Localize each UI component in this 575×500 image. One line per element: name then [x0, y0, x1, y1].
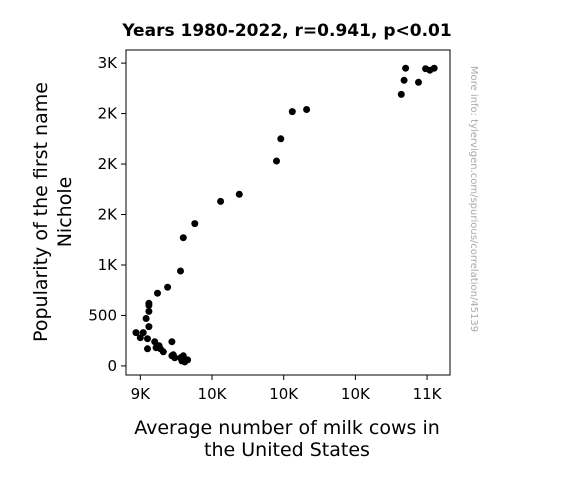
- x-tick-label: 9K: [131, 385, 152, 403]
- data-point: [154, 289, 161, 297]
- data-point: [132, 329, 140, 337]
- data-point: [171, 354, 179, 362]
- data-point: [177, 267, 184, 275]
- data-point: [168, 338, 176, 346]
- data-point: [191, 220, 199, 228]
- x-axis-ticks: 9K 10K 10K 10K 11K: [131, 375, 443, 403]
- data-point: [144, 335, 151, 343]
- y-axis-ticks: 0 500 1K 2K 2K 2K 3K: [88, 54, 126, 375]
- data-points: [132, 64, 438, 366]
- data-point: [145, 323, 153, 331]
- y-tick-label: 2K: [98, 155, 119, 173]
- y-axis-label-line-2: Nichole: [54, 177, 76, 248]
- data-point: [288, 108, 296, 116]
- y-axis-label-line-1: Popularity of the first name: [30, 82, 52, 342]
- data-point: [177, 354, 184, 362]
- data-point: [273, 157, 280, 165]
- data-point: [277, 135, 285, 143]
- y-tick-label: 1K: [98, 256, 119, 274]
- y-tick-label: 2K: [98, 206, 119, 224]
- data-point: [144, 345, 151, 353]
- data-point: [145, 307, 153, 315]
- data-point: [164, 283, 172, 291]
- x-tick-label: 11K: [413, 385, 443, 403]
- x-tick-label: 10K: [341, 385, 371, 403]
- data-point: [426, 66, 434, 74]
- x-axis-label-line-2: the United States: [204, 439, 370, 461]
- watermark-text: More info: tylervigen.com/spurious/corre…: [468, 66, 479, 332]
- y-tick-label: 3K: [98, 54, 119, 72]
- data-point: [397, 90, 405, 98]
- data-point: [139, 329, 147, 337]
- data-point: [303, 106, 311, 113]
- data-point: [142, 315, 150, 322]
- y-tick-label: 2K: [98, 105, 119, 123]
- plot-area: [125, 49, 451, 376]
- data-point: [159, 348, 167, 356]
- x-axis-label-line-1: Average number of milk cows in: [134, 417, 440, 439]
- data-point: [145, 301, 153, 309]
- y-tick-label: 500: [88, 306, 117, 324]
- data-point: [179, 234, 187, 242]
- x-tick-label: 10K: [198, 385, 228, 403]
- x-tick-label: 10K: [269, 385, 299, 403]
- data-point: [235, 190, 243, 198]
- data-point: [136, 334, 144, 342]
- y-tick-label: 0: [107, 357, 117, 375]
- data-point: [402, 64, 410, 72]
- data-point: [217, 197, 225, 205]
- data-point: [415, 78, 422, 86]
- data-point: [400, 76, 408, 84]
- chart-title: Years 1980-2022, r=0.941, p<0.01: [121, 21, 451, 41]
